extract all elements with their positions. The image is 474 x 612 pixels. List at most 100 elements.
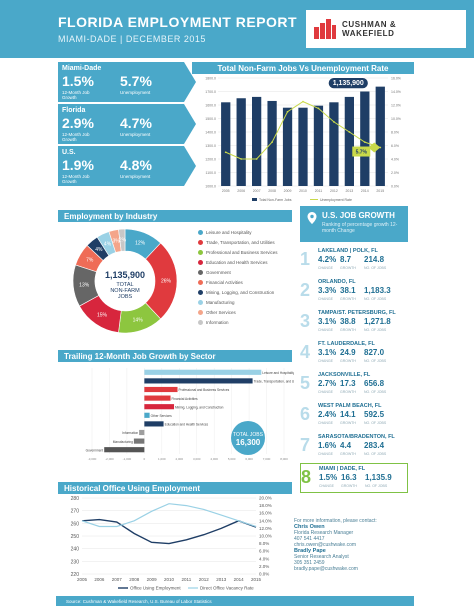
total-jobs-label: TOTAL JOBS [233,432,264,438]
x-tick-label: 8,000 [280,457,288,461]
metro-col-label: GROWTH [340,452,356,456]
stat-unemp-label: Unemployment [120,132,151,137]
unemployment-point [379,146,382,149]
x-tick-label: 2015 [376,189,384,193]
slice-label: 12% [135,240,146,246]
y2-tick-label: 20.0% [259,496,272,501]
legend-label-office: Office Using Employment [130,586,181,591]
unemployment-point [224,151,227,154]
jobs-bar [360,91,370,186]
x-tick-label: 2005 [222,189,230,193]
metro-col-label: CHANGE [318,359,333,363]
y2-tick-label: 0.0% [259,572,269,577]
x-tick-label: 4,000 [210,457,218,461]
donut-hole [96,252,154,310]
metro-col-label: CHANGE [319,484,334,488]
slice-label: 13% [79,282,90,288]
y2-tick-label: 0.0% [391,185,399,189]
metro-jobs: 283.4 [364,441,385,450]
metro-change: 3.3% [318,286,337,295]
metro-col-label: CHANGE [318,452,333,456]
metro-growth: 16.3 [341,473,357,482]
metro-name: MIAMI | DADE, FL [319,466,366,472]
legend-dot [198,270,203,275]
y2-tick-label: 12.0% [259,526,272,531]
x-tick-label: 2008 [268,189,276,193]
header-banner: FLORIDA EMPLOYMENT REPORT MIAMI-DADE | D… [0,0,474,58]
slice-label: 14% [133,317,144,323]
metro-change: 3.1% [318,348,337,357]
sector-label: Manufacturing [113,440,133,444]
contact-email[interactable]: chris.owen@cushwake.com [294,542,357,548]
unemp-callout: 5.7% [352,142,381,157]
metro-change: 2.4% [318,410,337,419]
y2-tick-label: 14.0% [259,518,272,523]
y2-tick-label: 10.0% [259,534,272,539]
stat-region: Miami-Dade [62,65,102,72]
nonfarm-chart: 1000.0 1100.0 1200.0 1300.0 1400.0 1500.0 1600… [205,77,401,203]
vacancy-rate-line [81,503,257,528]
slice-label: 7% [86,258,94,264]
metro-growth: 38.8 [340,317,356,326]
x-tick-label: 3,000 [193,457,201,461]
trailing-growth-chart: -3,000 -2,000 -1,000 0 1,000 2,000 3,000 4,000 5… [86,368,294,461]
legend-label: Government [206,269,231,275]
industry-donut-chart: 12%26%14%15%13%7%4%4% 3% 2%1,135,900TOTALN… [72,228,178,334]
y2-tick-label: 16.0% [259,511,272,516]
legend-label-jobs: Total Non-Farm Jobs [259,198,292,202]
sector-bar [144,386,178,393]
x-tick-label: 2008 [129,577,140,582]
y2-tick-label: 6.0% [259,549,269,554]
y-tick-label: 1000.0 [205,185,216,189]
metro-col-label: NO. OF JOBS [364,297,387,301]
metro-rank: 7 [300,435,311,455]
legend-label: Leisure and Hospitality [206,229,252,235]
stat-arrow [184,146,196,186]
contact-email[interactable]: bradly.pape@cushwake.com [294,566,358,572]
jobs-bar [375,86,385,186]
donut-center-label: JOBS [118,294,133,300]
y2-tick-label: 10.0% [391,117,401,121]
metro-growth: 4.4 [340,441,352,450]
contact-phone: 305 351 2459 [294,560,325,566]
metro-col-label: NO. OF JOBS [364,452,387,456]
metro-change: 3.1% [318,317,337,326]
metro-change: 1.5% [319,473,338,482]
x-tick-label: 1,000 [158,457,166,461]
x-tick-label: 2010 [299,189,307,193]
legend-label: Financial Activities [206,279,243,285]
jobs-callout: 1,135,900 [327,77,369,90]
x-tick-label: 2011 [182,577,192,582]
sector-label: Other Services [151,414,172,418]
sector-label: Mining, Logging, and Construction [175,405,224,409]
jobs-bar [298,107,308,186]
sector-bar [144,412,150,418]
contact-name: Chris Owen [294,524,325,530]
contact-title: Senior Research Analyst [294,554,349,560]
metro-growth: 14.1 [340,410,356,419]
legend-dot [198,320,203,325]
x-tick-label: 2006 [237,189,245,193]
sector-bar [144,395,171,401]
stat-unemp: 5.7% [120,73,152,89]
legend-dot [198,280,203,285]
x-tick-label: 2013 [345,189,353,193]
legend-dot [198,230,203,235]
stat-growth: 1.9% [62,157,94,173]
metro-name: ORLANDO, FL [318,279,356,285]
metro-name: TAMPA/ST. PETERSBURG, FL [318,310,396,316]
stat-arrow [184,104,196,144]
x-tick-label: 2015 [251,577,262,582]
jobs-bar [252,96,262,186]
metro-col-label: CHANGE [318,297,333,301]
metro-col-label: NO. OF JOBS [364,421,387,425]
jobs-bar [282,107,293,186]
x-tick-label: 2012 [199,577,210,582]
metro-col-label: NO. OF JOBS [364,328,387,332]
y2-tick-label: 16.0% [391,77,401,81]
metro-col-label: NO. OF JOBS [365,484,388,488]
jobs-callout-bubble [327,77,369,90]
y2-tick-label: 2.0% [391,171,399,175]
us-job-growth-panel: U.S. JOB GROWTH Ranking of percentage gr… [300,206,408,496]
y-tick-label: 1700.0 [205,90,216,94]
